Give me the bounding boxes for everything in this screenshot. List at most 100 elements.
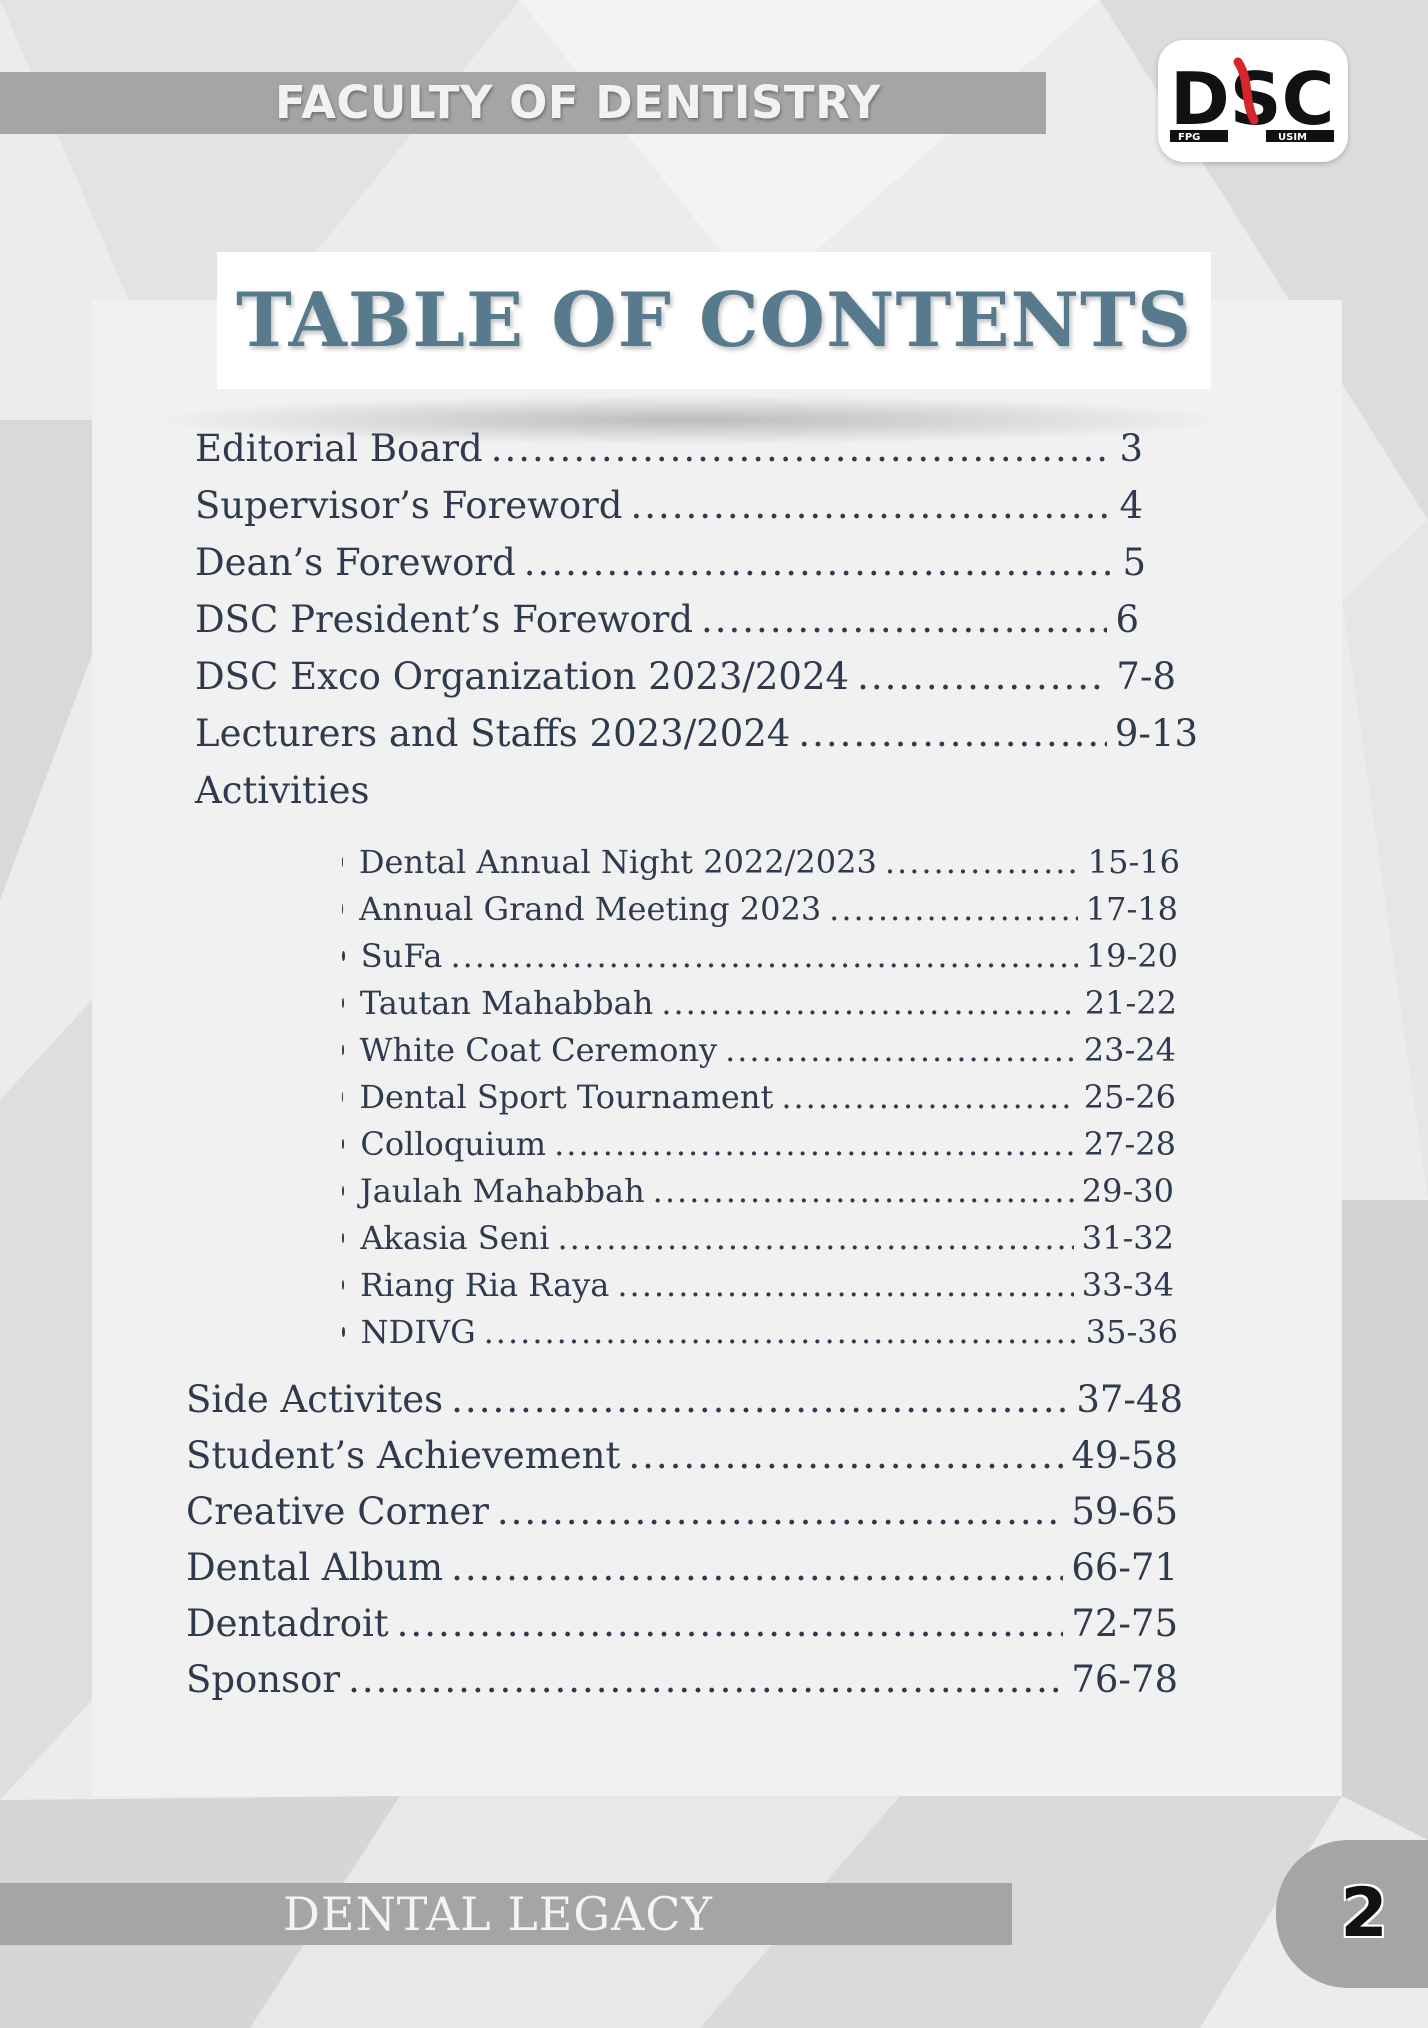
toc-dot-leader [653,1169,1074,1213]
toc-dot-leader [497,1486,1063,1538]
toc-entry-sponsor[interactable]: Sponsor 76-78 [186,1654,1178,1706]
toc-entry-exco-organization[interactable]: DSC Exco Organization 2023/2024 7-8 [195,651,1176,703]
bullet-icon [342,1327,345,1337]
toc-dot-leader [491,423,1112,475]
toc-entry-page: 29-30 [1081,1172,1174,1210]
toc-dot-leader [617,1263,1073,1307]
toc-subentry-akasia-seni[interactable]: Akasia Seni 31-32 [342,1216,1174,1260]
toc-entry-page: 4 [1119,484,1143,527]
toc-entry-deans-foreword[interactable]: Dean’s Foreword 5 [195,537,1146,589]
toc-entry-dentadroit[interactable]: Dentadroit 72-75 [186,1598,1178,1650]
toc-subentry-sufa[interactable]: SuFa 19-20 [342,934,1178,978]
toc-entry-label: DSC President’s Foreword [195,598,694,641]
toc-subentry-white-coat-ceremony[interactable]: White Coat Ceremony 23-24 [342,1028,1176,1072]
activities-heading[interactable]: Activities [195,769,370,812]
toc-entry-page: 27-28 [1083,1125,1176,1163]
toc-entry-page: 6 [1115,598,1139,641]
toc-entry-page: 59-65 [1071,1490,1178,1533]
toc-subentry-tautan-mahabbah[interactable]: Tautan Mahabbah 21-22 [342,981,1177,1025]
toc-entry-label: Editorial Board [195,427,483,470]
toc-dot-leader [630,480,1111,532]
toc-subentry-riang-ria-raya[interactable]: Riang Ria Raya 33-34 [342,1263,1174,1307]
toc-entry-page: 15-16 [1087,843,1180,881]
bullet-icon [342,904,344,914]
footer-title: DENTAL LEGACY [283,1887,713,1941]
toc-entry-label: Dean’s Foreword [195,541,516,584]
dsc-logo-icon: DSC FPG USIM [1170,57,1334,143]
dsc-logo: DSC FPG USIM [1158,40,1348,162]
toc-subentry-colloquium[interactable]: Colloquium 27-28 [342,1122,1176,1166]
toc-entry-page: 33-34 [1081,1266,1174,1304]
toc-dot-leader [558,1216,1074,1260]
toc-entry-label: White Coat Ceremony [359,1031,718,1069]
toc-dot-leader [451,1542,1063,1594]
toc-entry-label: Dentadroit [186,1602,389,1645]
toc-entry-page: 23-24 [1083,1031,1176,1069]
toc-entry-label: Tautan Mahabbah [359,984,654,1022]
toc-dot-leader [451,1374,1068,1426]
footer-bar [0,1883,1012,1945]
page-number-badge [1276,1840,1428,1988]
toc-subentry-jaulah-mahabbah[interactable]: Jaulah Mahabbah 29-30 [342,1169,1174,1213]
logo-fpg-tag: FPG [1178,132,1200,143]
toc-entry-creative-corner[interactable]: Creative Corner 59-65 [186,1486,1178,1538]
toc-entry-page: 5 [1122,541,1146,584]
toc-entry-label: Annual Grand Meeting 2023 [359,890,822,928]
toc-entry-label: Riang Ria Raya [360,1266,610,1304]
toc-entry-page: 31-32 [1081,1219,1174,1257]
toc-entry-page: 49-58 [1071,1434,1178,1477]
toc-dot-leader [781,1075,1075,1119]
toc-entry-president-foreword[interactable]: DSC President’s Foreword 6 [195,594,1139,646]
toc-entry-label: Colloquium [360,1125,547,1163]
toc-entry-label: Dental Sport Tournament [359,1078,774,1116]
bullet-icon [342,998,344,1008]
toc-entry-page: 76-78 [1071,1658,1178,1701]
bullet-icon [342,1092,344,1102]
toc-subentry-annual-grand-meeting[interactable]: Annual Grand Meeting 2023 17-18 [342,887,1178,931]
toc-subentry-dental-sport-tournament[interactable]: Dental Sport Tournament 25-26 [342,1075,1176,1119]
toc-entry-side-activites[interactable]: Side Activites 37-48 [186,1374,1183,1426]
bullet-icon [342,857,343,867]
toc-entry-page: 7-8 [1116,655,1176,698]
toc-entry-page: 25-26 [1083,1078,1176,1116]
toc-entry-students-achievement[interactable]: Student’s Achievement 49-58 [186,1430,1178,1482]
toc-dot-leader [524,537,1115,589]
toc-dot-leader [798,708,1107,760]
title-box [217,252,1211,389]
bullet-icon [342,1280,345,1290]
toc-dot-leader [829,887,1078,931]
toc-entry-supervisors-foreword[interactable]: Supervisor’s Foreword 4 [195,480,1143,532]
toc-dot-leader [628,1430,1063,1482]
toc-dot-leader [554,1122,1076,1166]
toc-entry-page: 21-22 [1084,984,1177,1022]
page-number: 2 [1340,1874,1388,1953]
bullet-icon [342,1045,344,1055]
toc-entry-lecturers-staffs[interactable]: Lecturers and Staffs 2023/2024 9-13 [195,708,1198,760]
toc-dot-leader [397,1598,1064,1650]
toc-entry-page: 37-48 [1076,1378,1183,1421]
toc-entry-label: Supervisor’s Foreword [195,484,623,527]
bullet-icon [342,1233,345,1243]
toc-entry-page: 66-71 [1071,1546,1178,1589]
toc-entry-label: Side Activites [186,1378,444,1421]
toc-dot-leader [701,594,1107,646]
toc-dot-leader [450,934,1077,978]
faculty-heading: FACULTY OF DENTISTRY [275,76,881,129]
toc-entry-editorial-board[interactable]: Editorial Board 3 [195,423,1143,475]
toc-entry-label: SuFa [360,937,443,975]
toc-dot-leader [348,1654,1063,1706]
toc-entry-page: 72-75 [1071,1602,1178,1645]
toc-entry-page: 9-13 [1114,712,1198,755]
toc-dot-leader [725,1028,1076,1072]
toc-entry-label: DSC Exco Organization 2023/2024 [195,655,850,698]
bullet-icon [342,1186,344,1196]
toc-entry-label: Sponsor [186,1658,341,1701]
header-bar [0,72,1046,134]
toc-subentry-dental-annual-night[interactable]: Dental Annual Night 2022/2023 15-16 [342,840,1180,884]
logo-usim-tag: USIM [1278,132,1307,143]
toc-entry-page: 35-36 [1085,1313,1178,1351]
toc-subentry-ndivg[interactable]: NDIVG 35-36 [342,1310,1178,1354]
toc-entry-page: 3 [1119,427,1143,470]
toc-entry-dental-album[interactable]: Dental Album 66-71 [186,1542,1178,1594]
